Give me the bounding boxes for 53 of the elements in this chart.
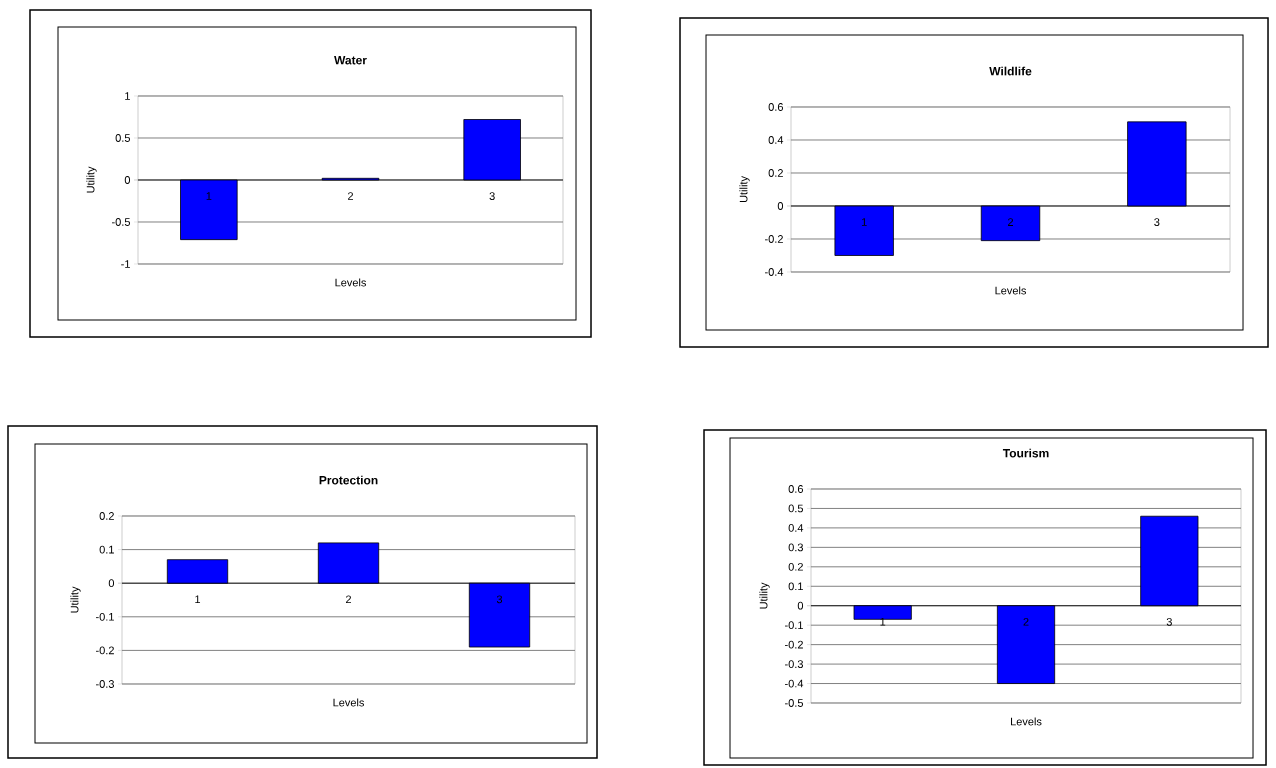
y-tick-label: 1	[125, 92, 130, 100]
y-tick-label: -0.3	[96, 680, 114, 688]
y-tick-label: -0.4	[785, 679, 804, 688]
x-tick-label: 3	[1166, 617, 1172, 626]
y-axis-title: Utility	[86, 166, 97, 193]
x-tick-label: 2	[345, 595, 352, 604]
y-tick-label: -0.1	[96, 612, 114, 621]
x-tick-label: 2	[347, 192, 354, 200]
chart-title: Tourism	[1002, 448, 1049, 458]
y-tick-label: 0.1	[99, 545, 114, 554]
y-tick-label: 0.4	[788, 524, 804, 532]
x-axis-title: Levels	[333, 698, 364, 707]
y-tick-label: -0.5	[785, 699, 804, 707]
x-tick-label: 3	[489, 192, 495, 200]
x-tick-label: 2	[1023, 617, 1029, 626]
x-tick-label: 1	[195, 595, 201, 603]
y-tick-label: 0	[108, 579, 115, 588]
y-tick-label: 0.3	[788, 543, 803, 552]
x-axis-title: Levels	[1011, 717, 1042, 726]
chart-title: Protection	[319, 475, 378, 485]
y-tick-label: -0.2	[765, 235, 783, 243]
y-tick-label: 0.5	[788, 504, 804, 513]
y-tick-label: -0.5	[112, 218, 130, 226]
y-tick-label: 0	[777, 202, 784, 210]
y-tick-label: 0.5	[115, 134, 130, 142]
y-tick-label: -0.2	[785, 640, 803, 649]
x-tick-label: 1	[880, 617, 886, 626]
chart-title: Water	[334, 56, 367, 65]
y-tick-label: 0.1	[788, 582, 803, 591]
y-tick-label: 0.2	[99, 512, 114, 520]
y-tick-label: -0.3	[785, 660, 803, 668]
y-axis-title: Utility	[759, 582, 770, 609]
y-tick-label: -0.2	[96, 646, 114, 655]
y-tick-label: 0.2	[768, 169, 783, 177]
chart-title: Wildlife	[989, 66, 1032, 76]
y-tick-label: 0.2	[788, 562, 803, 571]
y-tick-label: -0.1	[785, 621, 803, 630]
y-tick-label: 0	[124, 176, 131, 184]
x-axis-title: Levels	[995, 286, 1026, 295]
y-axis-title: Utility	[739, 176, 750, 203]
y-tick-label: 0.4	[768, 136, 784, 144]
x-tick-label: 1	[861, 218, 867, 226]
x-tick-label: 3	[496, 595, 503, 604]
x-axis-title: Levels	[335, 278, 366, 287]
y-tick-label: -0.4	[765, 268, 784, 276]
y-tick-label: 0	[797, 601, 804, 610]
x-tick-label: 1	[206, 192, 212, 200]
y-tick-label: 0.6	[788, 485, 803, 493]
x-tick-label: 2	[1008, 218, 1014, 226]
x-tick-label: 3	[1154, 218, 1160, 226]
y-tick-label: 0.6	[768, 103, 783, 111]
y-tick-label: -1	[121, 260, 130, 268]
y-axis-title: Utility	[70, 586, 81, 613]
